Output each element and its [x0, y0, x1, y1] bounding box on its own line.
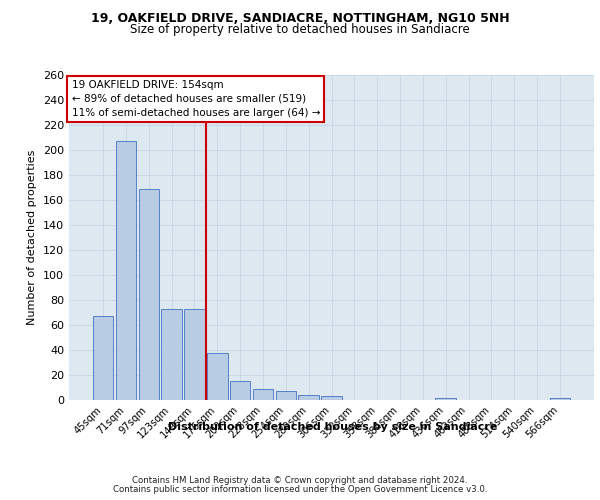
- Bar: [275, 391, 296, 400]
- Bar: [298, 395, 319, 400]
- Bar: [139, 188, 159, 400]
- Bar: [116, 141, 136, 400]
- Text: Size of property relative to detached houses in Sandiacre: Size of property relative to detached ho…: [130, 22, 470, 36]
- Bar: [184, 308, 205, 400]
- Text: 19, OAKFIELD DRIVE, SANDIACRE, NOTTINGHAM, NG10 5NH: 19, OAKFIELD DRIVE, SANDIACRE, NOTTINGHA…: [91, 12, 509, 26]
- Bar: [550, 398, 570, 400]
- Bar: [230, 381, 250, 400]
- Text: Contains HM Land Registry data © Crown copyright and database right 2024.: Contains HM Land Registry data © Crown c…: [132, 476, 468, 485]
- Bar: [93, 316, 113, 400]
- Text: Distribution of detached houses by size in Sandiacre: Distribution of detached houses by size …: [169, 422, 497, 432]
- Text: Contains public sector information licensed under the Open Government Licence v3: Contains public sector information licen…: [113, 485, 487, 494]
- Bar: [321, 396, 342, 400]
- Y-axis label: Number of detached properties: Number of detached properties: [28, 150, 37, 325]
- Bar: [436, 398, 456, 400]
- Bar: [207, 352, 227, 400]
- Bar: [253, 389, 273, 400]
- Text: 19 OAKFIELD DRIVE: 154sqm
← 89% of detached houses are smaller (519)
11% of semi: 19 OAKFIELD DRIVE: 154sqm ← 89% of detac…: [71, 80, 320, 118]
- Bar: [161, 308, 182, 400]
